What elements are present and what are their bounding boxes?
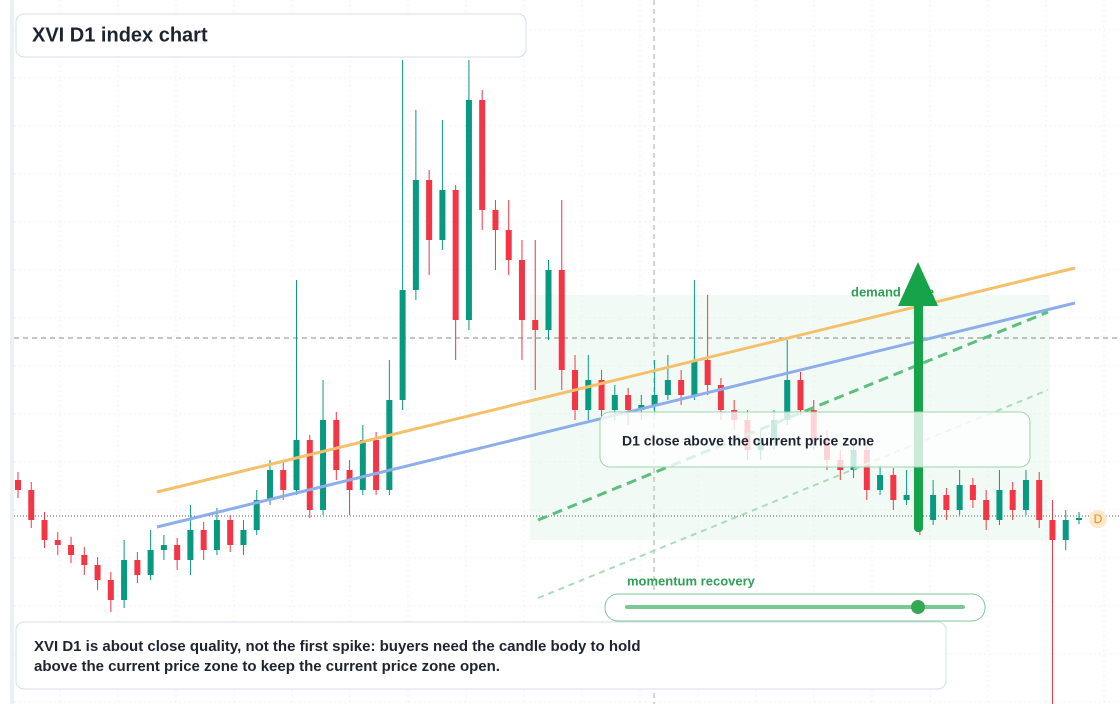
candle-body <box>41 520 48 540</box>
candle-body <box>107 580 114 600</box>
channel-line-lower <box>537 389 1049 599</box>
candle-body <box>28 490 35 520</box>
candle-body <box>611 395 618 410</box>
slider-knob <box>911 600 925 614</box>
candle-body <box>68 545 75 555</box>
candle-body <box>121 560 128 600</box>
candle-body <box>492 210 499 230</box>
candle-body <box>253 500 260 530</box>
candle-body <box>306 440 313 510</box>
candle-body <box>678 380 685 395</box>
candle-body <box>1009 490 1016 510</box>
candle-body <box>1076 518 1082 520</box>
candle-body <box>558 270 565 370</box>
candle-body <box>412 180 419 290</box>
candle-body <box>187 530 194 560</box>
candle-body <box>863 450 870 490</box>
candle-body <box>691 360 698 395</box>
candle-body <box>81 555 88 565</box>
candle-body <box>545 270 552 330</box>
slider-label: momentum recovery <box>627 573 756 588</box>
candle-body <box>518 260 525 320</box>
candle-body <box>54 540 61 545</box>
candle-body <box>956 485 963 510</box>
marker-bg <box>1089 510 1107 528</box>
candle-body <box>15 480 21 490</box>
candle-body <box>1049 520 1056 540</box>
note-line: above the current price zone to keep the… <box>34 658 500 675</box>
candle-body <box>280 470 287 490</box>
candle-body <box>160 545 167 550</box>
candle-body <box>625 395 632 410</box>
candle-body <box>240 530 247 545</box>
candle-body <box>1022 480 1029 510</box>
candle-body <box>930 495 937 520</box>
candle-body <box>213 520 220 550</box>
arrow-head <box>898 262 938 306</box>
candle-body <box>359 440 366 490</box>
candle-body <box>704 360 711 385</box>
candle-body <box>452 190 459 320</box>
candle-body <box>664 380 671 395</box>
candle-body <box>1036 480 1043 520</box>
candle-body <box>651 395 658 405</box>
candle-body <box>983 500 990 520</box>
callout-box <box>599 411 1031 468</box>
candle-body <box>784 380 791 420</box>
candle-body <box>1062 520 1069 540</box>
marker: D <box>1094 512 1103 526</box>
note-line: XVI D1 is about close quality, not the f… <box>34 638 641 655</box>
candle-body <box>532 320 539 330</box>
candle-body <box>227 520 234 545</box>
candle-body <box>890 475 897 500</box>
left-edge <box>10 0 14 704</box>
candle-body <box>969 485 976 500</box>
candle-body <box>996 490 1003 520</box>
candle-body <box>320 420 327 510</box>
candle-body <box>903 495 910 500</box>
title-box <box>15 13 527 58</box>
candle-body <box>426 180 433 240</box>
candle-body <box>598 380 605 410</box>
candle-body <box>266 470 273 500</box>
candle-body <box>505 230 512 260</box>
candle-body <box>333 420 340 470</box>
candle-body <box>399 290 406 400</box>
note-box <box>15 621 947 690</box>
candle-body <box>797 380 804 410</box>
chart-title: XVI D1 index chart <box>32 24 208 46</box>
candle-body <box>147 550 154 575</box>
candle-body <box>134 560 141 575</box>
candle-body <box>943 495 950 510</box>
candle-body <box>717 385 724 410</box>
candle-body <box>174 545 181 560</box>
candle-body <box>585 380 592 410</box>
candle-body <box>94 565 101 580</box>
candle-body <box>200 530 207 550</box>
candle-body <box>293 440 300 490</box>
candle-body <box>373 440 380 490</box>
candle-body <box>877 475 884 490</box>
candle-body <box>465 100 472 320</box>
candle-body <box>386 400 393 490</box>
candle-body <box>439 190 446 240</box>
candle-body <box>479 100 486 210</box>
callout-text: D1 close above the current price zone <box>622 433 874 449</box>
